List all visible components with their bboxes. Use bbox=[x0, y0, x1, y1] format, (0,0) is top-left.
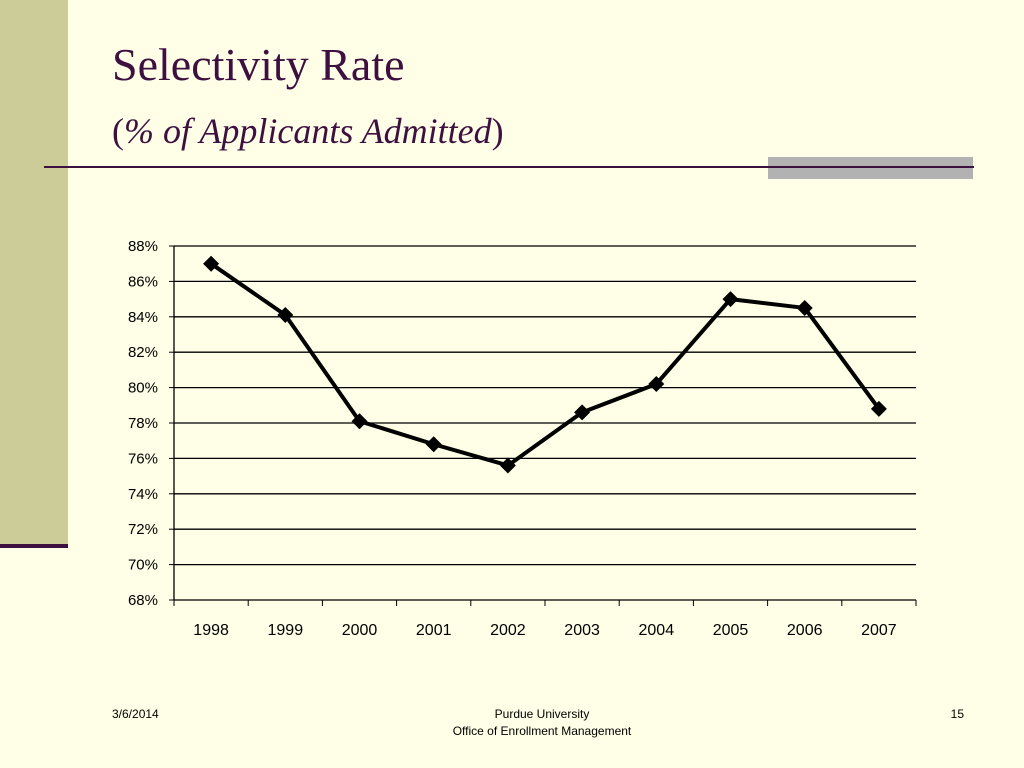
y-tick-label: 72% bbox=[128, 521, 158, 538]
x-tick-label: 2002 bbox=[490, 622, 526, 639]
title-divider-rule bbox=[44, 166, 974, 168]
y-tick-label: 78% bbox=[128, 415, 158, 432]
data-point-2006 bbox=[796, 299, 813, 316]
x-tick-label: 1999 bbox=[268, 622, 304, 639]
footer-org-line2: Office of Enrollment Management bbox=[452, 724, 632, 738]
x-tick-label: 2006 bbox=[787, 622, 823, 639]
footer-org-line1: Purdue University bbox=[494, 707, 590, 721]
side-decoration-rule bbox=[0, 544, 68, 548]
y-tick-label: 80% bbox=[128, 380, 158, 397]
x-tick-label: 2007 bbox=[861, 622, 897, 639]
data-point-2005 bbox=[722, 291, 739, 308]
data-point-1998 bbox=[203, 255, 220, 272]
x-tick-label: 2000 bbox=[342, 622, 378, 639]
y-tick-label: 84% bbox=[128, 309, 158, 326]
y-tick-label: 88% bbox=[128, 238, 158, 255]
footer-organization: Purdue University Office of Enrollment M… bbox=[412, 706, 672, 740]
subtitle-text: % of Applicants Admitted bbox=[124, 111, 492, 151]
x-tick-label: 2003 bbox=[564, 622, 600, 639]
grid-lines bbox=[174, 245, 916, 566]
footer-date: 3/6/2014 bbox=[112, 707, 159, 721]
slide-subtitle: (% of Applicants Admitted) bbox=[112, 110, 504, 152]
x-tick-label: 2001 bbox=[416, 622, 452, 639]
subtitle-paren-close: ) bbox=[491, 111, 504, 151]
slide-title: Selectivity Rate bbox=[112, 39, 405, 90]
series-line-0 bbox=[209, 261, 881, 468]
axes bbox=[169, 245, 917, 606]
data-point-2003 bbox=[574, 404, 591, 421]
series-line bbox=[209, 261, 881, 468]
data-point-2001 bbox=[425, 436, 442, 453]
subtitle-paren-open: ( bbox=[112, 111, 124, 151]
y-tick-label: 74% bbox=[128, 486, 158, 503]
data-point-2007 bbox=[870, 400, 887, 417]
series-markers bbox=[203, 255, 887, 474]
title-divider-accent-line bbox=[768, 166, 973, 168]
y-tick-label: 86% bbox=[128, 273, 158, 290]
y-tick-label: 82% bbox=[128, 344, 158, 361]
data-point-2004 bbox=[648, 376, 665, 393]
data-point-1999 bbox=[277, 307, 294, 324]
title-divider-accent bbox=[768, 157, 973, 179]
x-tick-label: 2004 bbox=[639, 622, 675, 639]
tick-labels: 68% 70% 72% 74% 76% 78% 80% 82% 84% 86% 88% 1998 199… bbox=[128, 238, 897, 639]
x-tick-label: 2005 bbox=[713, 622, 749, 639]
data-point-2002 bbox=[499, 457, 516, 474]
y-tick-label: 68% bbox=[128, 592, 158, 609]
y-tick-label: 70% bbox=[128, 557, 158, 574]
slide-number: 15 bbox=[950, 707, 964, 721]
y-tick-label: 76% bbox=[128, 450, 158, 467]
data-point-2000 bbox=[351, 413, 368, 430]
x-tick-label: 1998 bbox=[193, 622, 229, 639]
side-decoration-bar bbox=[0, 0, 68, 546]
